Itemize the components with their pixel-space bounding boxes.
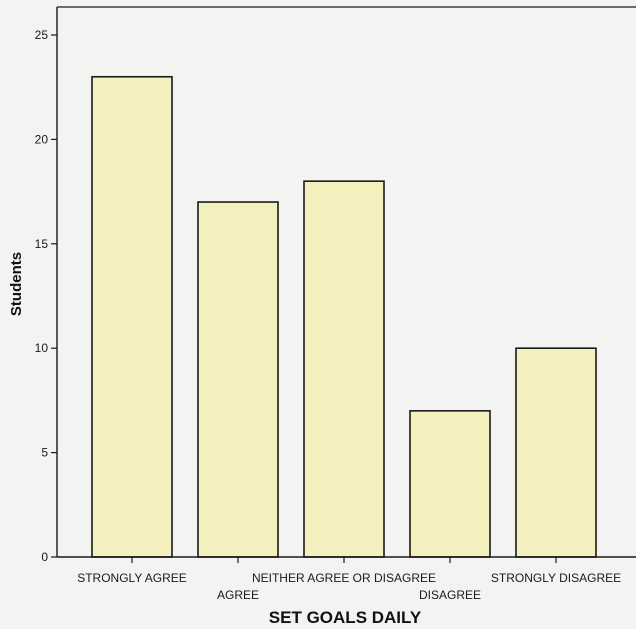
x-category-label: STRONGLY DISAGREE (491, 571, 621, 585)
y-axis: 0 5 10 15 20 25 (35, 7, 58, 564)
x-category-label: AGREE (217, 588, 259, 602)
x-axis: STRONGLY AGREE AGREE NEITHER AGREE OR DISA… (57, 556, 636, 602)
y-tick-label: 20 (35, 132, 49, 146)
bar (197, 201, 279, 558)
y-tick-label: 25 (35, 28, 49, 42)
bar (409, 410, 491, 558)
x-axis-title: SET GOALS DAILY (269, 608, 422, 627)
bar (515, 347, 597, 558)
y-axis-title: Students (8, 252, 25, 316)
y-tick-label: 15 (35, 237, 49, 251)
x-category-label: NEITHER AGREE OR DISAGREE (252, 571, 436, 585)
bar (303, 180, 385, 558)
y-tick-label: 10 (35, 341, 49, 355)
bar (91, 75, 173, 558)
x-category-label: DISAGREE (419, 588, 481, 602)
bars (91, 75, 597, 558)
y-tick-label: 0 (41, 550, 48, 564)
x-category-label: STRONGLY AGREE (77, 571, 187, 585)
y-tick-label: 5 (41, 446, 48, 460)
